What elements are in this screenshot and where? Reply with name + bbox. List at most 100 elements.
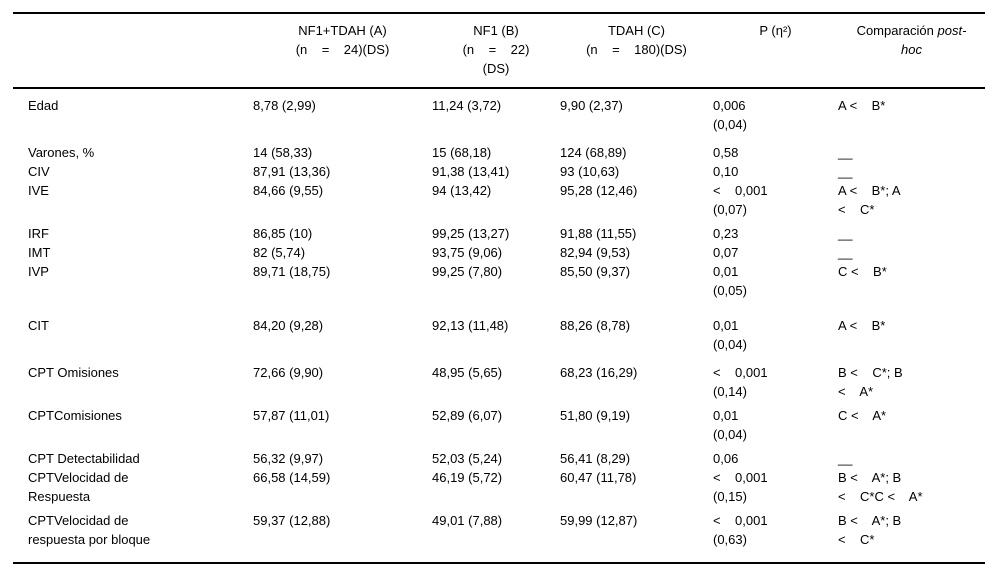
table-row-irf: IRF 86,85 (10) 99,25 (13,27) 91,88 (11,5… — [13, 224, 985, 243]
cell-nf1: 99,25 (7,80) — [432, 264, 503, 279]
row-label: CPT Omisiones — [28, 365, 119, 380]
header-p-eta: P (η²) — [713, 13, 838, 89]
header-empty — [13, 13, 253, 89]
cell-nf1: 52,89 (6,07) — [432, 408, 503, 423]
cell-p: 0,006 (0,04) — [713, 98, 747, 132]
cell-posthoc: B < C*; B < A* — [838, 365, 903, 399]
data-table: NF1+TDAH (A) (n = 24)(DS) NF1 (B) (n = 2… — [13, 12, 985, 564]
cell-p: < 0,001 (0,07) — [713, 183, 768, 217]
cell-nf1-tdah: 66,58 (14,59) — [253, 470, 331, 485]
header-tdah: TDAH (C) (n = 180)(DS) — [560, 13, 713, 89]
table-row-cpt-velocidad-bloque: CPTVelocidad de respuesta por bloque 59,… — [13, 511, 985, 563]
cell-tdah: 9,90 (2,37) — [560, 98, 623, 113]
cell-tdah: 88,26 (8,78) — [560, 318, 631, 333]
cell-posthoc: __ — [838, 245, 853, 260]
cell-nf1-tdah: 59,37 (12,88) — [253, 513, 331, 528]
cell-nf1-tdah: 87,91 (13,36) — [253, 164, 331, 179]
cell-nf1-tdah: 82 (5,74) — [253, 245, 306, 260]
table-row-imt: IMT 82 (5,74) 93,75 (9,06) 82,94 (9,53) … — [13, 243, 985, 262]
cell-p: 0,23 — [713, 226, 739, 241]
table-row-cpt-velocidad-respuesta: CPTVelocidad de Respuesta 66,58 (14,59) … — [13, 468, 985, 511]
cell-tdah: 124 (68,89) — [560, 145, 627, 160]
cell-tdah: 85,50 (9,37) — [560, 264, 631, 279]
cell-posthoc: A < B* — [838, 98, 886, 113]
cell-posthoc: B < A*; B < C* — [838, 513, 902, 547]
cell-posthoc: __ — [838, 164, 853, 179]
cell-p: 0,01 (0,04) — [713, 318, 747, 352]
cell-tdah: 56,41 (8,29) — [560, 451, 631, 466]
cell-p: 0,01 (0,04) — [713, 408, 747, 442]
row-label: IVP — [28, 264, 49, 279]
row-label: CIT — [28, 318, 49, 333]
row-label: IVE — [28, 183, 49, 198]
table-row-cpt-omisiones: CPT Omisiones 72,66 (9,90) 48,95 (5,65) … — [13, 363, 985, 406]
cell-posthoc: A < B*; A < C* — [838, 183, 901, 217]
cell-nf1: 48,95 (5,65) — [432, 365, 503, 380]
cell-nf1-tdah: 84,66 (9,55) — [253, 183, 324, 198]
cell-tdah: 93 (10,63) — [560, 164, 620, 179]
header-nf1-tdah: NF1+TDAH (A) (n = 24)(DS) — [253, 13, 432, 89]
row-label: CPTVelocidad de Respuesta — [28, 470, 129, 504]
cell-p: < 0,001 (0,14) — [713, 365, 768, 399]
cell-nf1: 91,38 (13,41) — [432, 164, 510, 179]
cell-p: < 0,001 (0,63) — [713, 513, 768, 547]
cell-p: 0,06 — [713, 451, 739, 466]
table-row-cpt-comisiones: CPTComisiones 57,87 (11,01) 52,89 (6,07)… — [13, 406, 985, 449]
cell-nf1: 94 (13,42) — [432, 183, 492, 198]
row-label: CPTVelocidad de respuesta por bloque — [28, 513, 151, 547]
cell-posthoc: C < B* — [838, 264, 887, 279]
cell-nf1: 99,25 (13,27) — [432, 226, 510, 241]
cell-nf1-tdah: 72,66 (9,90) — [253, 365, 324, 380]
table-row-edad: Edad 8,78 (2,99) 11,24 (3,72) 9,90 (2,37… — [13, 88, 985, 143]
cell-nf1-tdah: 89,71 (18,75) — [253, 264, 331, 279]
cell-nf1: 15 (68,18) — [432, 145, 492, 160]
cell-nf1: 92,13 (11,48) — [432, 318, 509, 333]
header-nf1: NF1 (B) (n = 22) (DS) — [432, 13, 560, 89]
table-body: Edad 8,78 (2,99) 11,24 (3,72) 9,90 (2,37… — [13, 88, 985, 563]
table-row-ive: IVE 84,66 (9,55) 94 (13,42) 95,28 (12,46… — [13, 181, 985, 224]
cell-nf1-tdah: 14 (58,33) — [253, 145, 313, 160]
header-posthoc: Comparación post-hoc — [838, 13, 985, 89]
row-label: IRF — [28, 226, 49, 241]
table-wrapper: NF1+TDAH (A) (n = 24)(DS) NF1 (B) (n = 2… — [13, 12, 985, 564]
row-label: CIV — [28, 164, 50, 179]
table-row-cpt-detectabilidad: CPT Detectabilidad 56,32 (9,97) 52,03 (5… — [13, 449, 985, 468]
header-posthoc-text: Comparación post-hoc — [851, 21, 973, 59]
cell-nf1: 11,24 (3,72) — [432, 98, 502, 113]
cell-nf1-tdah: 86,85 (10) — [253, 226, 313, 241]
table-row-cit: CIT 84,20 (9,28) 92,13 (11,48) 88,26 (8,… — [13, 316, 985, 363]
table-header: NF1+TDAH (A) (n = 24)(DS) NF1 (B) (n = 2… — [13, 13, 985, 89]
cell-tdah: 95,28 (12,46) — [560, 183, 638, 198]
cell-nf1-tdah: 57,87 (11,01) — [253, 408, 330, 423]
cell-tdah: 91,88 (11,55) — [560, 226, 637, 241]
cell-nf1-tdah: 8,78 (2,99) — [253, 98, 316, 113]
row-label: Varones, % — [28, 145, 95, 160]
cell-tdah: 68,23 (16,29) — [560, 365, 638, 380]
cell-nf1: 49,01 (7,88) — [432, 513, 503, 528]
cell-nf1: 52,03 (5,24) — [432, 451, 503, 466]
row-label: Edad — [28, 98, 59, 113]
header-posthoc-normal: Comparación — [856, 23, 934, 38]
cell-p: < 0,001 (0,15) — [713, 470, 768, 504]
header-posthoc-italic: post-hoc — [901, 23, 967, 57]
cell-posthoc: __ — [838, 226, 853, 241]
table-row-civ: CIV 87,91 (13,36) 91,38 (13,41) 93 (10,6… — [13, 162, 985, 181]
cell-p: 0,07 — [713, 245, 739, 260]
cell-nf1-tdah: 56,32 (9,97) — [253, 451, 324, 466]
cell-nf1-tdah: 84,20 (9,28) — [253, 318, 324, 333]
cell-posthoc: __ — [838, 145, 853, 160]
cell-tdah: 82,94 (9,53) — [560, 245, 631, 260]
cell-posthoc: B < A*; B < C*C < A* — [838, 470, 923, 504]
cell-tdah: 59,99 (12,87) — [560, 513, 638, 528]
row-label: CPTComisiones — [28, 408, 122, 423]
cell-posthoc: C < A* — [838, 408, 887, 423]
cell-p: 0,01 (0,05) — [713, 264, 747, 298]
header-row: NF1+TDAH (A) (n = 24)(DS) NF1 (B) (n = 2… — [13, 13, 985, 89]
cell-tdah: 60,47 (11,78) — [560, 470, 637, 485]
cell-p: 0,10 — [713, 164, 739, 179]
table-row-ivp: IVP 89,71 (18,75) 99,25 (7,80) 85,50 (9,… — [13, 262, 985, 316]
cell-posthoc: A < B* — [838, 318, 886, 333]
cell-nf1: 93,75 (9,06) — [432, 245, 503, 260]
cell-tdah: 51,80 (9,19) — [560, 408, 631, 423]
